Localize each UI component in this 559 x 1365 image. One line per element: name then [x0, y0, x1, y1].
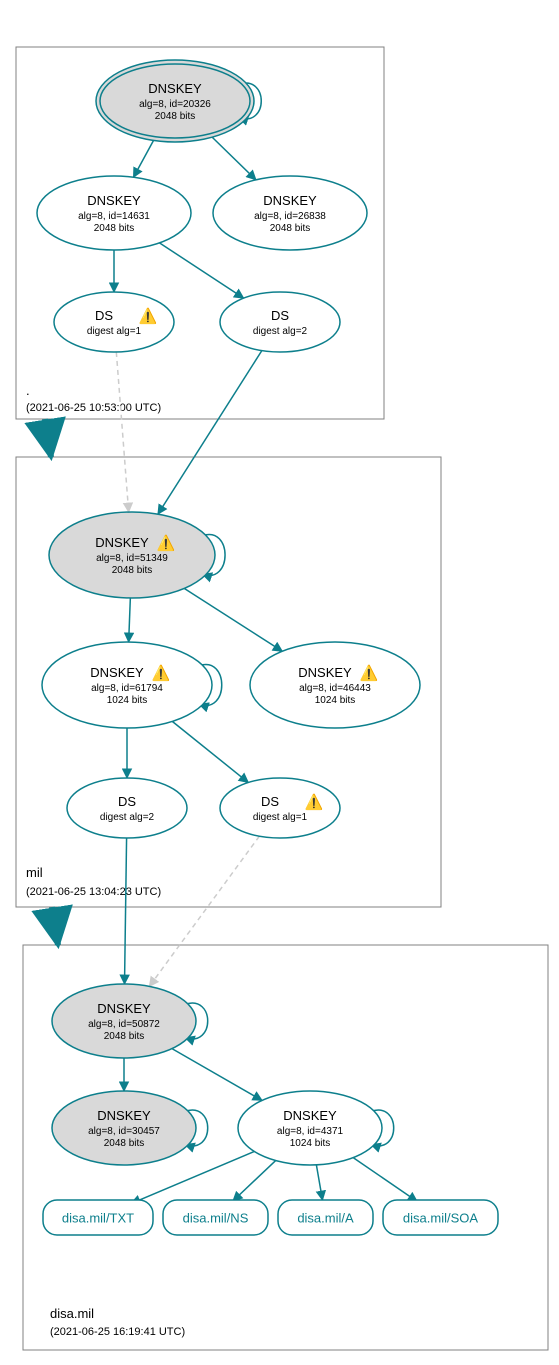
svg-text:2048 bits: 2048 bits — [270, 223, 311, 234]
svg-text:digest alg=1: digest alg=1 — [253, 812, 308, 823]
svg-text:DNSKEY: DNSKEY — [263, 193, 317, 208]
node-mil-ds1: DS digest alg=2 — [67, 778, 187, 838]
zone-time-mil: (2021-06-25 13:04:23 UTC) — [26, 886, 161, 898]
edge — [233, 1161, 276, 1201]
svg-text:2048 bits: 2048 bits — [112, 565, 153, 576]
zone-label-disa: disa.mil — [50, 1306, 94, 1321]
svg-text:alg=8, id=30457: alg=8, id=30457 — [88, 1126, 160, 1137]
edge — [172, 721, 248, 782]
node-root-zsk1: DNSKEY alg=8, id=146312048 bits — [37, 176, 191, 250]
edge — [316, 1165, 322, 1200]
svg-text:1024 bits: 1024 bits — [290, 1138, 331, 1149]
rrset-label: disa.mil/NS — [183, 1211, 249, 1226]
zone-label-root: . — [26, 383, 30, 398]
svg-text:digest alg=2: digest alg=2 — [253, 326, 308, 337]
edge — [209, 134, 256, 180]
svg-text:DNSKEY: DNSKEY — [97, 1108, 151, 1123]
node-disa-ksk: DNSKEY alg=8, id=508722048 bits — [52, 984, 196, 1058]
edge — [125, 838, 127, 984]
svg-text:DNSKEY: DNSKEY — [95, 535, 149, 550]
svg-text:1024 bits: 1024 bits — [107, 695, 148, 706]
edge — [129, 598, 131, 642]
svg-text:alg=8, id=4371: alg=8, id=4371 — [277, 1126, 344, 1137]
edge — [133, 137, 155, 177]
zone-label-mil: mil — [26, 865, 43, 880]
rrset-rr-soa: disa.mil/SOA — [383, 1200, 498, 1235]
rrset-label: disa.mil/A — [297, 1211, 354, 1226]
svg-text:alg=8, id=61794: alg=8, id=61794 — [91, 683, 163, 694]
svg-text:alg=8, id=46443: alg=8, id=46443 — [299, 683, 371, 694]
edge — [149, 836, 259, 986]
node-mil-zsk2: DNSKEY ⚠️alg=8, id=464431024 bits — [250, 642, 420, 728]
node-root-ds1: DS ⚠️digest alg=1 — [54, 292, 174, 352]
svg-text:alg=8, id=50872: alg=8, id=50872 — [88, 1019, 160, 1030]
edge — [172, 1049, 262, 1101]
svg-text:1024 bits: 1024 bits — [315, 695, 356, 706]
svg-text:DNSKEY: DNSKEY — [97, 1001, 151, 1016]
svg-text:digest alg=1: digest alg=1 — [87, 326, 142, 337]
svg-text:DNSKEY: DNSKEY — [87, 193, 141, 208]
svg-text:DNSKEY: DNSKEY — [148, 81, 202, 96]
warning-icon: ⚠️ — [360, 664, 379, 682]
svg-text:DNSKEY: DNSKEY — [283, 1108, 337, 1123]
svg-text:alg=8, id=20326: alg=8, id=20326 — [139, 99, 211, 110]
svg-text:alg=8, id=14631: alg=8, id=14631 — [78, 211, 150, 222]
warning-icon: ⚠️ — [305, 793, 324, 811]
warning-icon: ⚠️ — [152, 664, 171, 682]
svg-text:DS: DS — [271, 308, 289, 323]
rrsets-layer: disa.mil/TXT disa.mil/NS disa.mil/A disa.mi… — [43, 1200, 498, 1235]
edge — [159, 243, 243, 298]
svg-text:2048 bits: 2048 bits — [94, 223, 135, 234]
svg-text:2048 bits: 2048 bits — [155, 111, 196, 122]
warning-icon: ⚠️ — [157, 534, 176, 552]
rrset-label: disa.mil/TXT — [62, 1211, 134, 1226]
edge — [184, 588, 282, 651]
node-root-ds2: DS digest alg=2 — [220, 292, 340, 352]
rrset-label: disa.mil/SOA — [403, 1211, 478, 1226]
node-root-zsk2: DNSKEY alg=8, id=268382048 bits — [213, 176, 367, 250]
svg-text:2048 bits: 2048 bits — [104, 1138, 145, 1149]
node-disa-zsk1: DNSKEY alg=8, id=304572048 bits — [52, 1091, 196, 1165]
node-mil-ds2: DS ⚠️digest alg=1 — [220, 778, 340, 838]
node-root-ksk: DNSKEY alg=8, id=203262048 bits — [96, 60, 254, 142]
zone-arrow — [52, 907, 58, 945]
rrset-rr-a: disa.mil/A — [278, 1200, 373, 1235]
zone-time-root: (2021-06-25 10:53:00 UTC) — [26, 402, 161, 414]
node-mil-ksk: DNSKEY ⚠️alg=8, id=513492048 bits — [49, 512, 215, 598]
edge — [116, 352, 128, 512]
svg-text:alg=8, id=26838: alg=8, id=26838 — [254, 211, 326, 222]
svg-text:DNSKEY: DNSKEY — [90, 665, 144, 680]
edge — [158, 351, 262, 515]
svg-text:DNSKEY: DNSKEY — [298, 665, 352, 680]
rrset-rr-txt: disa.mil/TXT — [43, 1200, 153, 1235]
zone-arrow — [45, 419, 51, 457]
edge — [353, 1158, 417, 1202]
node-mil-zsk1: DNSKEY ⚠️alg=8, id=617941024 bits — [42, 642, 212, 728]
warning-icon: ⚠️ — [139, 307, 158, 325]
node-disa-zsk2: DNSKEY alg=8, id=43711024 bits — [238, 1091, 382, 1165]
svg-text:digest alg=2: digest alg=2 — [100, 812, 155, 823]
rrset-rr-ns: disa.mil/NS — [163, 1200, 268, 1235]
svg-text:DS: DS — [261, 794, 279, 809]
svg-text:DS: DS — [95, 308, 113, 323]
svg-text:DS: DS — [118, 794, 136, 809]
svg-text:alg=8, id=51349: alg=8, id=51349 — [96, 553, 168, 564]
zone-time-disa: (2021-06-25 16:19:41 UTC) — [50, 1326, 185, 1338]
svg-text:2048 bits: 2048 bits — [104, 1031, 145, 1042]
nodes-layer: DNSKEYalg=8, id=203262048 bitsDNSKEYalg=… — [37, 60, 420, 1165]
